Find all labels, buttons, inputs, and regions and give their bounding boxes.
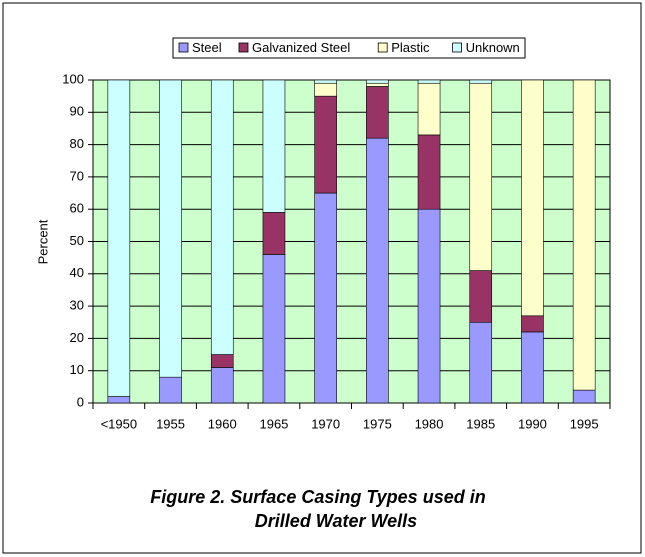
bar-segment: [262, 79, 286, 213]
y-tick-label: 30: [70, 298, 84, 313]
y-tick-label: 100: [62, 71, 84, 86]
x-tick-label: 1975: [363, 416, 392, 431]
bar-segment: [521, 315, 544, 333]
bar-segment: [366, 82, 389, 87]
legend-box: [172, 37, 526, 59]
bar-segment: [366, 137, 389, 404]
bar-segment: [521, 79, 544, 317]
chart-title: Drilled Water Wells: [255, 511, 417, 531]
x-tick-label: 1955: [156, 416, 185, 431]
legend-label: Unknown: [466, 40, 520, 55]
y-tick-label: 40: [70, 265, 84, 280]
bar-segment: [314, 95, 337, 194]
x-tick-label: 1990: [518, 416, 547, 431]
y-tick-label: 70: [70, 168, 84, 183]
bar-segment: [314, 82, 337, 97]
x-tick-label: 1980: [415, 416, 444, 431]
bar-segment: [107, 79, 131, 397]
legend-label: Steel: [192, 40, 222, 55]
bar-segment: [521, 331, 544, 404]
x-tick-label: 1985: [466, 416, 495, 431]
x-tick-label: 1995: [570, 416, 599, 431]
bar-segment: [210, 354, 234, 368]
legend-label: Plastic: [391, 40, 430, 55]
y-tick-label: 80: [70, 136, 84, 151]
bar-segment: [366, 79, 389, 84]
x-tick-label: <1950: [101, 416, 138, 431]
bar-segment: [469, 270, 493, 323]
bar-segment: [417, 82, 441, 136]
y-tick-label: 90: [70, 104, 84, 119]
bar-segment: [159, 376, 182, 404]
legend-swatch: [238, 42, 249, 53]
x-tick-label: 1960: [208, 416, 237, 431]
bar-segment: [572, 389, 596, 404]
y-tick-label: 20: [70, 330, 84, 345]
legend-swatch: [452, 42, 463, 53]
bar-segment: [107, 396, 131, 404]
bar-segment: [572, 79, 596, 391]
bar-segment: [210, 79, 234, 355]
legend-label: Galvanized Steel: [252, 40, 350, 55]
bar-segment: [469, 321, 493, 404]
legend-swatch: [178, 42, 189, 53]
x-tick-label: 1970: [311, 416, 340, 431]
bar-segment: [469, 79, 493, 84]
legend-swatch: [377, 42, 388, 53]
bar-segment: [366, 86, 389, 139]
bar-segment: [417, 134, 441, 210]
y-tick-label: 10: [70, 362, 84, 377]
y-axis-label: Percent: [35, 219, 50, 264]
y-tick-label: 0: [77, 394, 84, 409]
bar-segment: [417, 79, 441, 84]
bar-segment: [210, 367, 234, 404]
bar-segment: [314, 79, 337, 84]
y-tick-label: 60: [70, 201, 84, 216]
y-tick-label: 50: [70, 233, 84, 248]
bar-segment: [262, 254, 286, 404]
bar-segment: [262, 212, 286, 255]
x-tick-label: 1965: [259, 416, 288, 431]
bar-segment: [159, 79, 182, 378]
chart-title: Figure 2. Surface Casing Types used in: [150, 487, 485, 507]
bar-segment: [417, 208, 441, 404]
bar-segment: [314, 192, 337, 404]
bar-segment: [469, 82, 493, 271]
